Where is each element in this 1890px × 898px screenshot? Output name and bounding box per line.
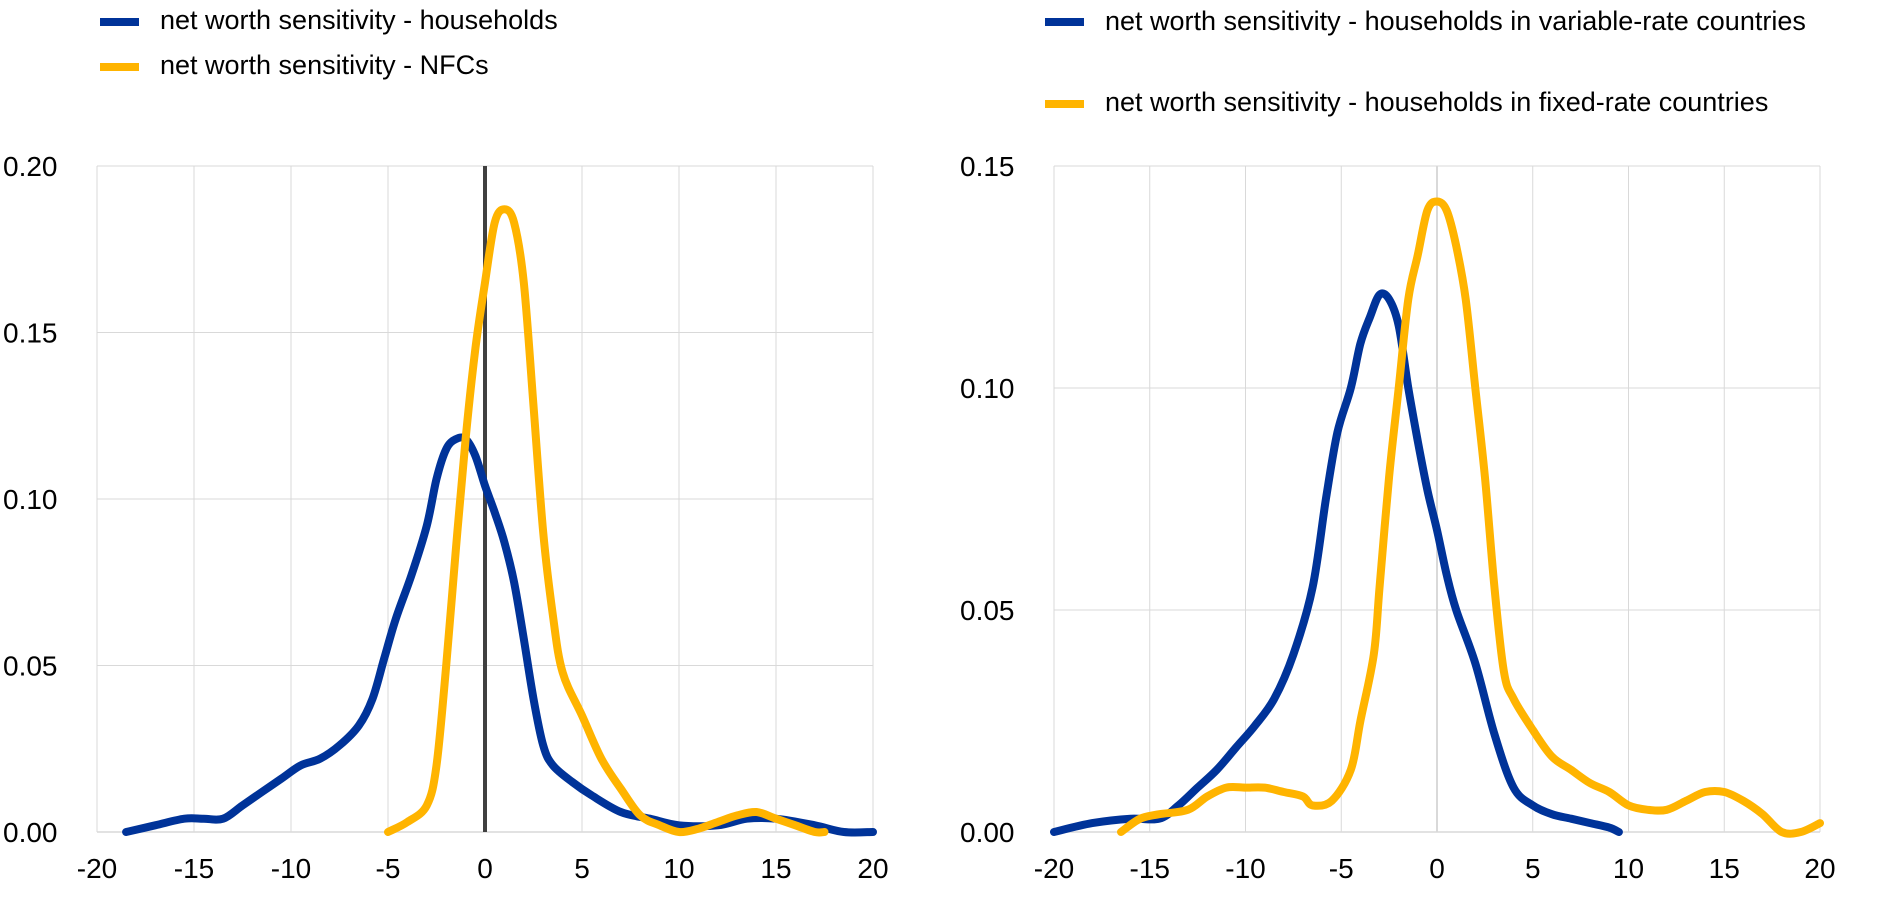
legend-right: net worth sensitivity - households in va… bbox=[1045, 0, 1885, 130]
y-tick-label: 0.10 bbox=[960, 373, 1015, 404]
legend-label-nfcs: net worth sensitivity - NFCs bbox=[160, 50, 489, 80]
series-line-right-1 bbox=[1117, 197, 1824, 838]
x-tick-label: 5 bbox=[574, 853, 590, 884]
y-tick-label: 0.05 bbox=[3, 651, 58, 682]
legend-label-fixed-rate: net worth sensitivity - households in fi… bbox=[1105, 87, 1769, 117]
y-tick-label: 0.20 bbox=[3, 151, 58, 182]
legend-label-households: net worth sensitivity - households bbox=[160, 5, 558, 35]
y-tick-label: 0.10 bbox=[3, 484, 58, 515]
x-tick-label: -20 bbox=[1034, 853, 1074, 884]
x-tick-label: -5 bbox=[1329, 853, 1354, 884]
series-line-left-1 bbox=[384, 205, 829, 837]
y-tick-label: 0.15 bbox=[3, 318, 58, 349]
series-line-left-0 bbox=[122, 433, 877, 837]
legend-left: net worth sensitivity - households net w… bbox=[100, 0, 700, 90]
legend-swatch-fixed-rate bbox=[1045, 100, 1084, 108]
x-tick-label: 15 bbox=[760, 853, 791, 884]
x-tick-label: 20 bbox=[857, 853, 888, 884]
series-line-right-0 bbox=[1050, 289, 1623, 836]
y-tick-label: 0.15 bbox=[960, 151, 1015, 182]
x-tick-label: 0 bbox=[477, 853, 493, 884]
x-tick-label: -5 bbox=[376, 853, 401, 884]
x-tick-label: -10 bbox=[271, 853, 311, 884]
y-tick-label: 0.00 bbox=[960, 817, 1015, 848]
x-tick-label: 5 bbox=[1525, 853, 1541, 884]
x-tick-label: -20 bbox=[77, 853, 117, 884]
legend-swatch-households bbox=[100, 18, 139, 26]
x-tick-label: -15 bbox=[174, 853, 214, 884]
x-tick-label: -10 bbox=[1225, 853, 1265, 884]
chart-panel-right: -20 -15 -10 -5 0 5 10 15 20 0.00 0.05 0.10 0.15 bbox=[960, 151, 1836, 884]
x-tick-label: 10 bbox=[663, 853, 694, 884]
x-tick-label: 15 bbox=[1709, 853, 1740, 884]
chart-panel-left: -20 -15 -10 -5 0 5 10 15 20 0.00 0.05 0.10 0.15 0.20 bbox=[3, 151, 889, 884]
x-tick-label: 10 bbox=[1613, 853, 1644, 884]
x-tick-label: 0 bbox=[1429, 853, 1445, 884]
legend-label-variable-rate: net worth sensitivity - households in va… bbox=[1105, 6, 1806, 36]
x-tick-label: -15 bbox=[1130, 853, 1170, 884]
legend-swatch-variable-rate bbox=[1045, 18, 1084, 26]
y-tick-label: 0.05 bbox=[960, 595, 1015, 626]
x-tick-label: 20 bbox=[1804, 853, 1835, 884]
y-tick-label: 0.00 bbox=[3, 817, 58, 848]
legend-swatch-nfcs bbox=[100, 63, 139, 71]
